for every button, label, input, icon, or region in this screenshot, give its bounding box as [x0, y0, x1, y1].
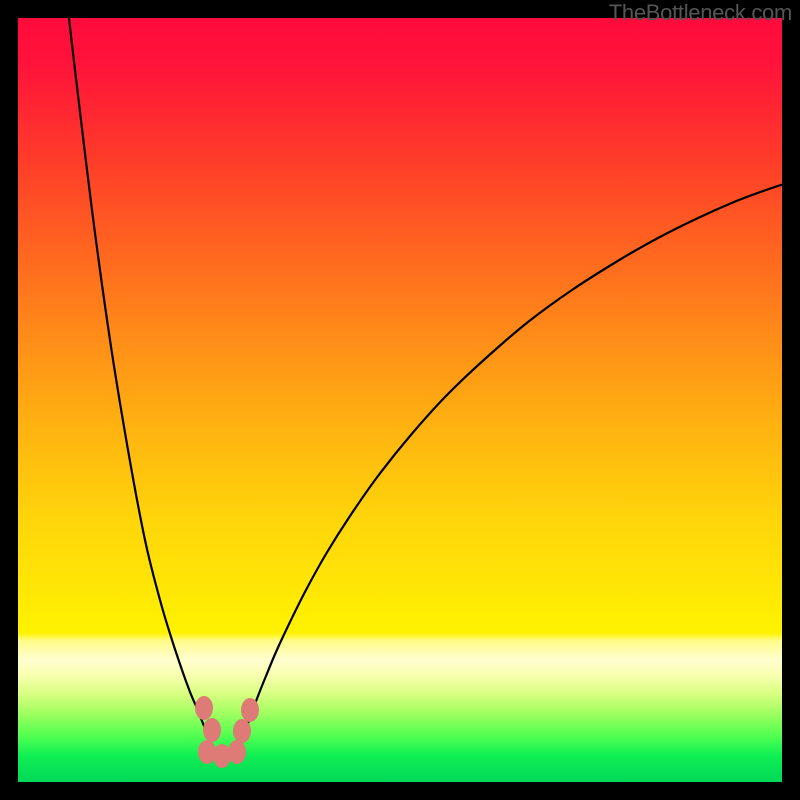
- marker-5: [233, 719, 251, 743]
- marker-1: [203, 718, 221, 742]
- marker-2: [198, 740, 216, 764]
- marker-0: [195, 696, 213, 720]
- marker-6: [241, 698, 259, 722]
- bottleneck-chart: TheBottleneck.com: [0, 0, 800, 800]
- watermark-text: TheBottleneck.com: [609, 0, 792, 26]
- marker-4: [228, 740, 246, 764]
- marker-3: [213, 744, 231, 768]
- chart-svg: [0, 0, 800, 800]
- plot-background: [18, 18, 782, 782]
